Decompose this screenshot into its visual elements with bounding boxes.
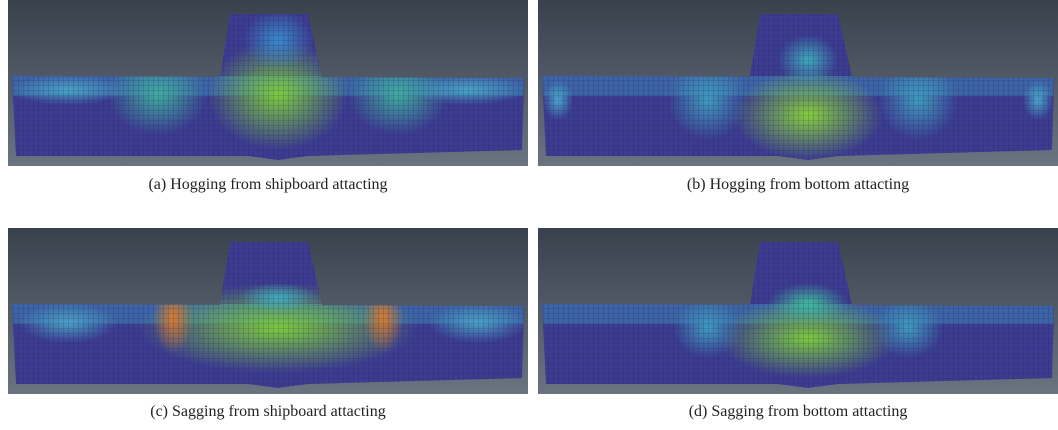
caption: (d) Sagging from bottom attacting [538,403,1058,421]
fea-image [8,228,528,394]
caption: (b) Hogging from bottom attacting [538,176,1058,194]
fea-image [538,228,1058,394]
figure: (a) Hogging from shipboard attacting (b)… [0,0,1058,430]
fea-image [538,0,1058,166]
fea-image [8,0,528,166]
caption: (a) Hogging from shipboard attacting [8,176,528,194]
caption: (c) Sagging from shipboard attacting [8,403,528,421]
